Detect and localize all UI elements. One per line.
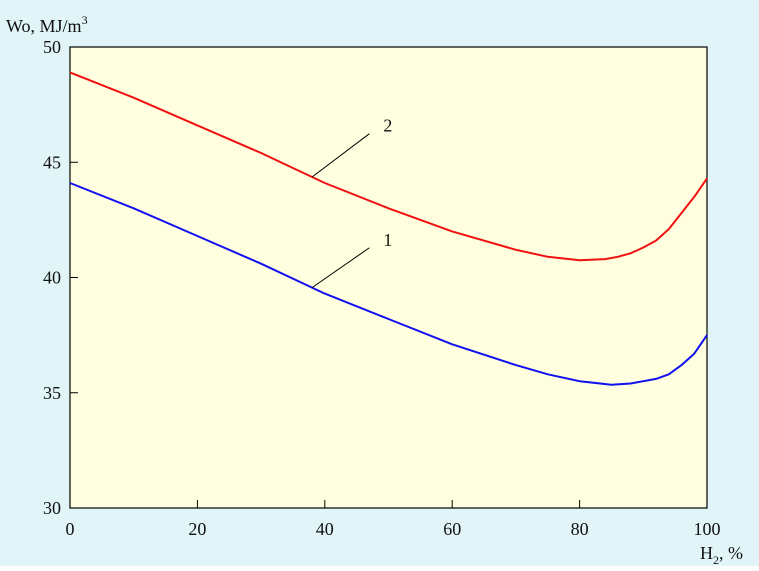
x-tick-label: 100 (694, 519, 721, 539)
series-layer (69, 71, 708, 386)
x-axis-label-subscript: 2 (713, 553, 719, 566)
y-tick-label: 50 (43, 37, 61, 57)
x-tick-label: 0 (66, 519, 75, 539)
series-line-1 (69, 182, 708, 386)
plot-area (69, 46, 708, 509)
x-axis-label-text: H (700, 543, 713, 563)
annotation-label-1: 1 (383, 230, 392, 250)
series-line-2 (69, 71, 708, 262)
x-tick-label: 60 (443, 519, 461, 539)
y-axis-label-superscript: 3 (82, 13, 88, 27)
x-axis-label-suffix: , % (719, 543, 743, 563)
annotation-label-2: 2 (383, 116, 392, 136)
annotation-leader-2 (311, 133, 370, 178)
y-axis-label-text: Wo, MJ/m (6, 16, 82, 36)
axes: 0 20 40 60 80 100 30 35 40 45 50 (43, 37, 721, 539)
annotation-layer: 12 (311, 116, 392, 289)
y-tick-label: 40 (43, 268, 61, 288)
x-tick-label: 20 (188, 519, 206, 539)
y-tick-label: 35 (43, 383, 61, 403)
x-tick-label: 80 (571, 519, 589, 539)
plot-frame (69, 46, 708, 509)
x-tick-label: 40 (316, 519, 334, 539)
y-axis-label: Wo, MJ/m3 (6, 13, 88, 36)
annotation-leader-1 (311, 247, 370, 289)
y-tick-label: 30 (43, 498, 61, 518)
x-axis-label: H2, % (700, 543, 743, 566)
y-tick-label: 45 (43, 152, 61, 172)
